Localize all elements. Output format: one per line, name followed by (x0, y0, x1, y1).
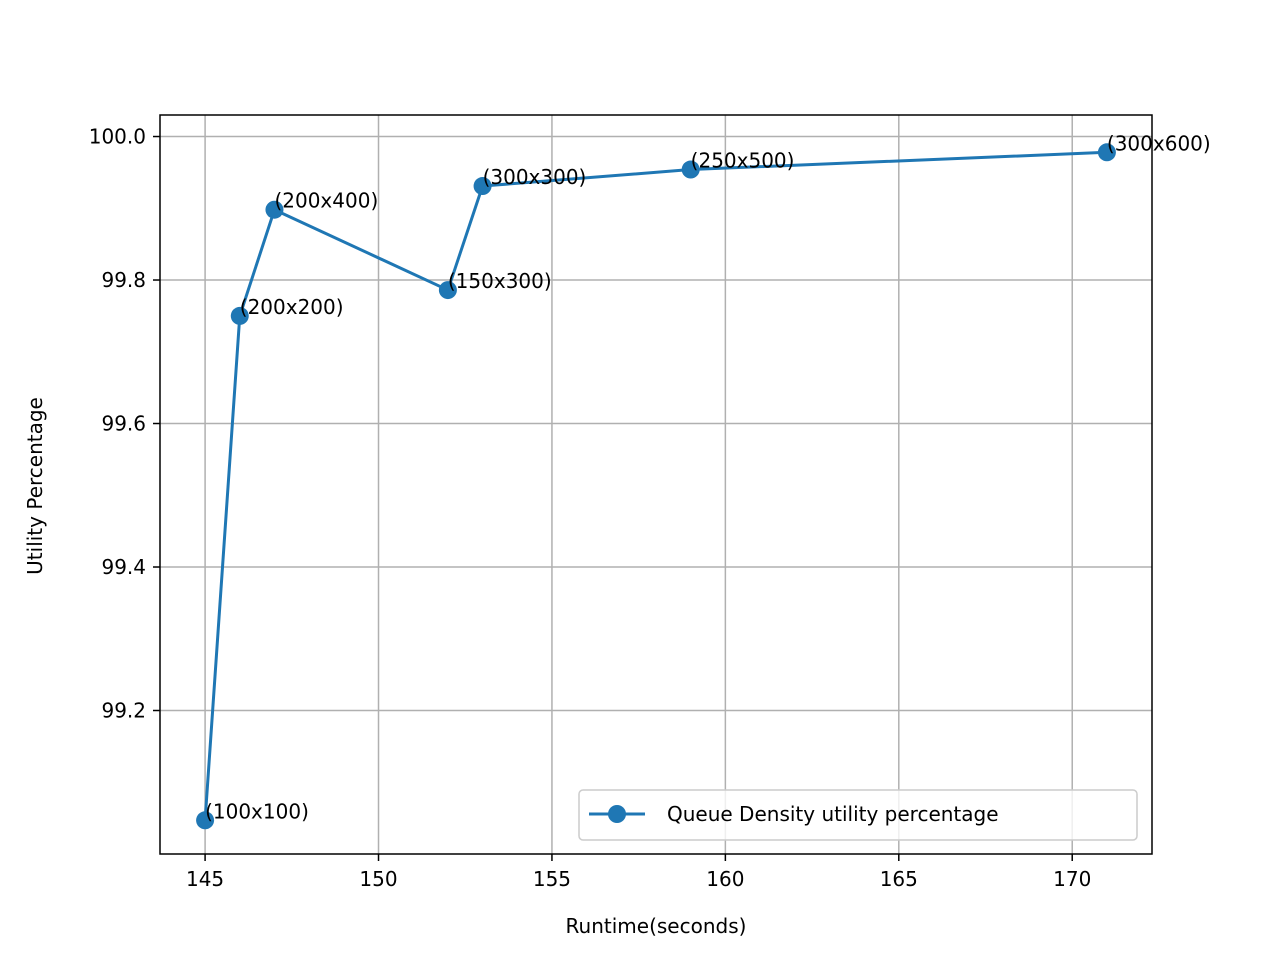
legend-marker-swatch (608, 805, 626, 823)
x-tick-label: 155 (533, 867, 571, 891)
y-tick-label: 100.0 (89, 125, 146, 149)
y-tick-label: 99.8 (101, 268, 146, 292)
legend-box (578, 789, 1138, 841)
y-tick-label: 99.6 (101, 412, 146, 436)
data-point (230, 306, 249, 325)
series-group (196, 143, 1116, 830)
point-labels: (100x100) (200x200) (200x400) (150x300) (300… (205, 131, 1211, 823)
x-tick-label: 150 (359, 867, 397, 891)
legend-label: Queue Density utility percentage (667, 802, 999, 826)
plot-frame (159, 114, 1153, 855)
data-point (265, 200, 284, 219)
data-point (1097, 143, 1116, 162)
point-label: (300x300) (483, 165, 587, 189)
data-point (473, 177, 492, 196)
point-label: (200x200) (240, 295, 344, 319)
x-tick-label: 160 (706, 867, 744, 891)
axis-ticks: 145 150 155 160 165 170 99.2 99.4 99.6 99.8 100.0 (89, 125, 1092, 891)
point-label: (300x600) (1107, 131, 1211, 155)
x-tick-label: 170 (1053, 867, 1091, 891)
y-tick-label: 99.2 (101, 699, 146, 723)
point-label: (200x400) (274, 189, 378, 213)
x-axis-label: Runtime(seconds) (566, 914, 747, 938)
point-label: (250x500) (691, 149, 795, 173)
point-label: (100x100) (205, 799, 309, 823)
x-tick-label: 145 (186, 867, 224, 891)
data-point (196, 811, 215, 830)
y-tick-label: 99.4 (101, 555, 146, 579)
grid-lines (160, 115, 1152, 854)
legend: Queue Density utility percentage (578, 789, 1138, 841)
y-axis-label: Utility Percentage (23, 397, 47, 575)
point-label: (150x300) (448, 269, 552, 293)
data-point (438, 281, 457, 300)
data-point (681, 160, 700, 179)
x-tick-label: 165 (880, 867, 918, 891)
